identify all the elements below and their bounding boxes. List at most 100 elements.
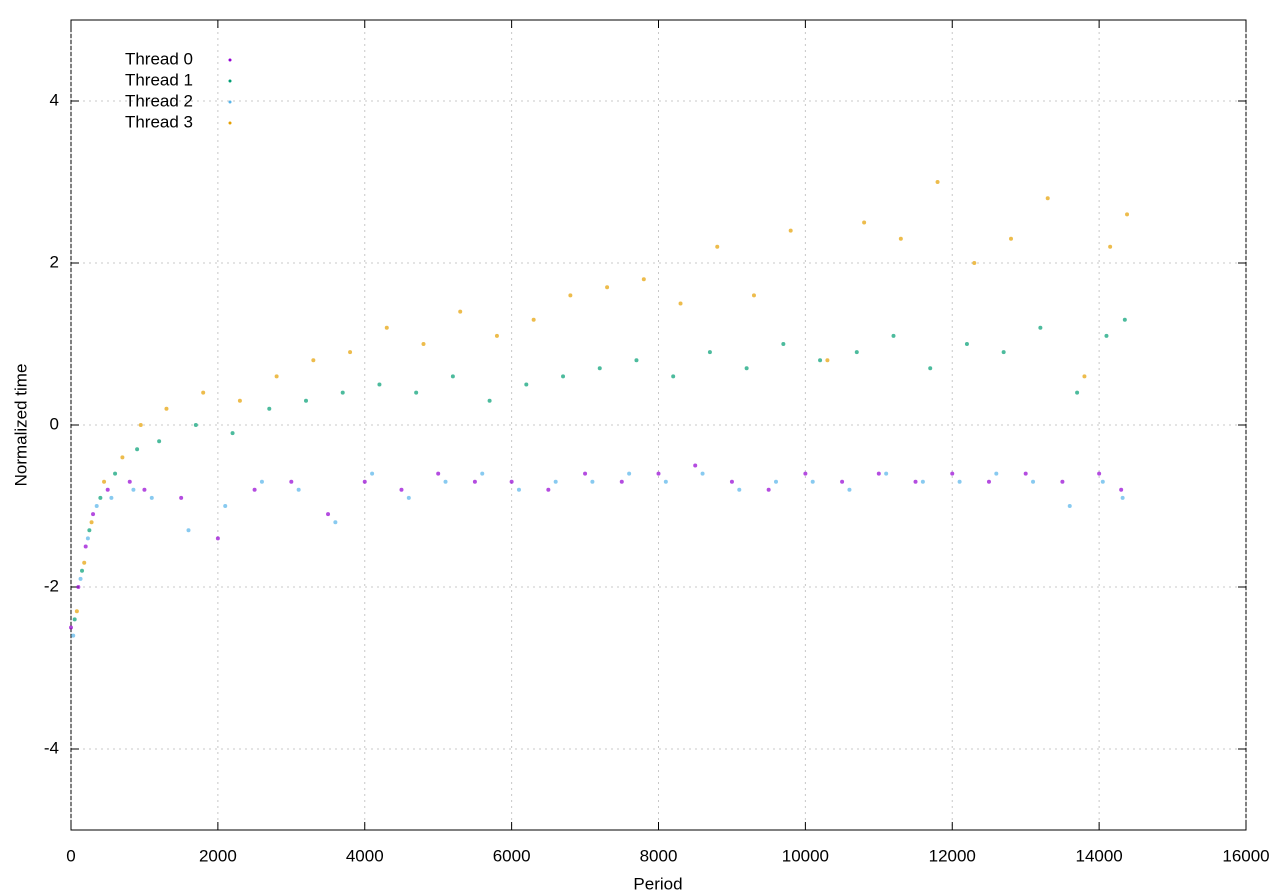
point	[186, 528, 191, 533]
x-tick-label: 8000	[640, 846, 678, 865]
point	[120, 455, 125, 460]
point	[252, 487, 257, 492]
legend-marker	[228, 100, 232, 104]
x-tick-label: 10000	[782, 846, 829, 865]
point	[237, 398, 242, 403]
point	[304, 398, 308, 403]
point	[1038, 325, 1043, 330]
point	[774, 479, 778, 484]
point	[920, 479, 925, 484]
point	[94, 504, 99, 508]
point	[71, 633, 76, 638]
point	[311, 358, 316, 363]
point	[443, 479, 448, 484]
point	[891, 333, 896, 338]
point	[1045, 196, 1050, 201]
point	[1097, 471, 1102, 476]
point	[230, 431, 235, 436]
point	[803, 471, 808, 476]
point	[516, 487, 521, 492]
point	[935, 180, 940, 184]
point	[788, 228, 793, 233]
point	[1104, 333, 1109, 338]
point	[179, 495, 184, 500]
point	[1060, 479, 1065, 484]
point	[113, 471, 118, 476]
point	[340, 390, 345, 395]
point	[766, 487, 771, 492]
point	[678, 301, 683, 306]
point	[964, 342, 969, 346]
point	[421, 342, 426, 346]
point	[193, 423, 198, 427]
point	[671, 374, 676, 379]
point	[69, 625, 73, 630]
point	[656, 471, 661, 476]
point	[333, 520, 338, 525]
point	[1023, 471, 1028, 476]
point	[399, 487, 404, 492]
point	[531, 317, 536, 322]
point	[480, 471, 485, 476]
point	[1082, 374, 1087, 379]
point	[972, 261, 977, 265]
point	[818, 358, 823, 363]
point	[164, 406, 169, 411]
point	[1125, 212, 1130, 217]
x-tick-label: 16000	[1222, 846, 1269, 865]
point	[693, 463, 698, 468]
point	[406, 495, 411, 500]
point	[102, 479, 107, 484]
point	[957, 479, 962, 484]
point	[1067, 504, 1072, 508]
x-tick-label: 0	[66, 846, 75, 865]
point	[76, 585, 81, 589]
point	[898, 236, 903, 241]
point	[85, 536, 90, 541]
legend-marker	[228, 58, 232, 62]
point	[436, 471, 441, 476]
x-tick-label: 14000	[1075, 846, 1122, 865]
point	[524, 382, 529, 387]
point	[1119, 487, 1124, 492]
legend-marker	[228, 121, 232, 125]
x-tick-label: 4000	[346, 846, 384, 865]
point	[289, 479, 294, 484]
point	[89, 520, 94, 525]
point	[91, 512, 96, 517]
point	[326, 512, 331, 517]
point	[414, 390, 419, 395]
point	[994, 471, 999, 476]
y-tick-label: 0	[50, 414, 59, 433]
point	[131, 487, 136, 492]
x-tick-label: 6000	[493, 846, 531, 865]
point	[634, 358, 639, 363]
point	[1120, 495, 1125, 500]
point	[825, 358, 830, 363]
point	[597, 366, 602, 371]
point	[87, 528, 92, 533]
point	[986, 479, 991, 484]
legend-label: Thread 1	[125, 70, 193, 89]
point	[135, 447, 140, 452]
point	[201, 390, 206, 395]
point	[494, 333, 499, 338]
y-axis-label: Normalized time	[11, 364, 30, 487]
point	[950, 471, 955, 476]
point	[928, 366, 933, 371]
point	[737, 487, 742, 492]
point	[840, 479, 845, 484]
point	[627, 471, 632, 476]
point	[509, 479, 514, 484]
y-tick-label: 2	[50, 252, 59, 271]
point	[83, 544, 88, 549]
point	[109, 495, 114, 500]
point	[1100, 479, 1105, 484]
point	[876, 471, 881, 476]
point	[854, 350, 859, 355]
point	[1122, 317, 1127, 322]
point	[583, 471, 588, 476]
x-axis-label: Period	[633, 874, 682, 893]
point	[149, 495, 154, 500]
